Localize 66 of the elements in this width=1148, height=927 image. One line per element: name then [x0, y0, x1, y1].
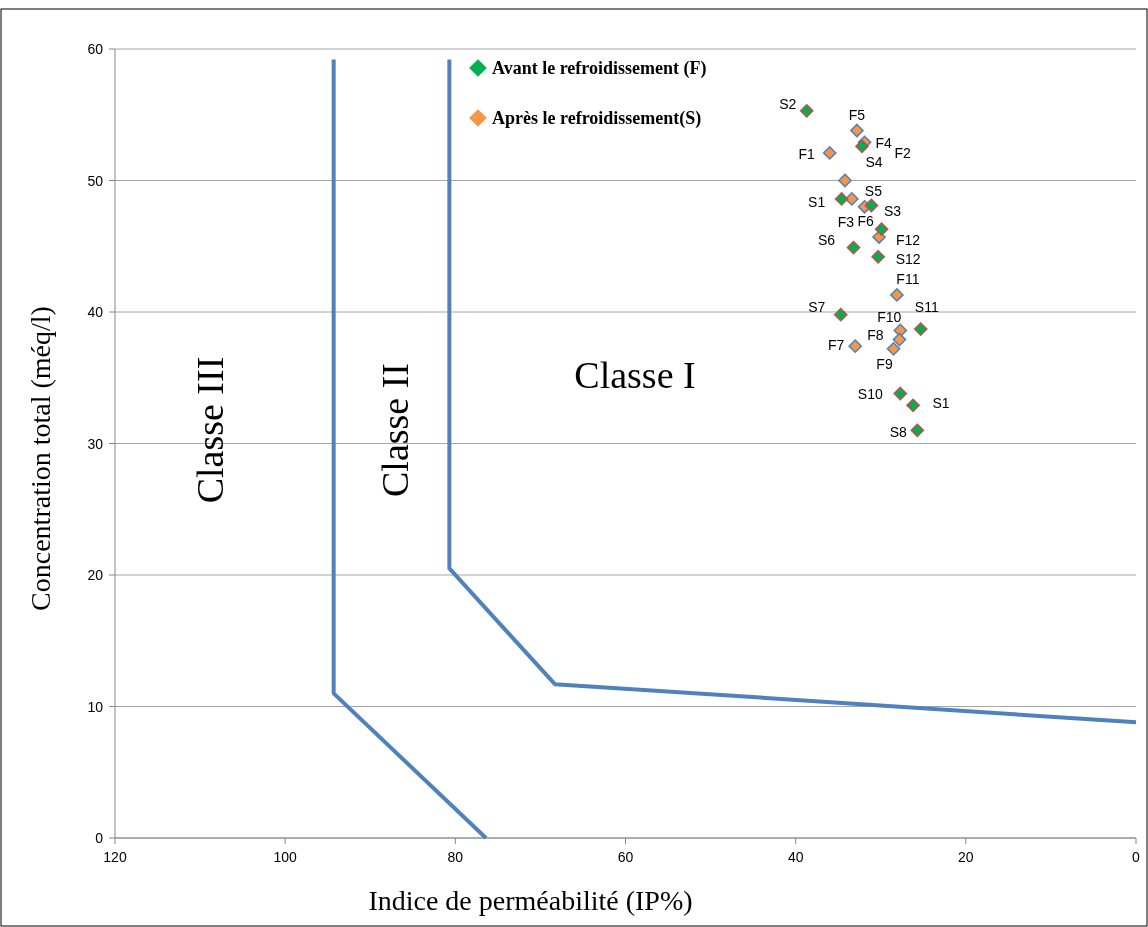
annotation: S5 — [864, 183, 883, 200]
point — [822, 146, 837, 160]
point — [855, 139, 869, 154]
x-axis-title: Indice de perméabilité (IP%) — [368, 885, 693, 916]
annotation: S4 — [865, 154, 883, 171]
annotation: S3 — [884, 203, 902, 220]
point — [833, 307, 848, 322]
annotation: S1 — [808, 193, 826, 210]
point — [890, 288, 904, 302]
point — [886, 341, 901, 356]
annotation: F8 — [867, 326, 884, 343]
point — [910, 423, 925, 438]
y-tick-label: 60 — [87, 41, 104, 57]
annotation: F5 — [848, 106, 866, 123]
point — [874, 222, 889, 237]
annotation: S6 — [817, 231, 836, 248]
annotation: F4 — [875, 135, 892, 152]
point — [893, 386, 908, 401]
point — [838, 173, 852, 188]
annotation: F1 — [798, 145, 816, 162]
point — [850, 123, 864, 138]
point — [871, 249, 886, 264]
annotation: F10 — [877, 309, 902, 326]
annotation: F12 — [895, 232, 921, 249]
x-tick-label: 40 — [787, 849, 804, 865]
y-tick-label: 40 — [87, 304, 104, 320]
point — [892, 332, 907, 347]
y-tick-label: 0 — [95, 830, 104, 846]
point — [799, 103, 814, 118]
annotation: S2 — [779, 95, 797, 112]
y-tick-label: 20 — [87, 567, 104, 583]
point — [848, 339, 863, 354]
x-tick-label: 80 — [447, 849, 464, 865]
legend-label: Avant le refroidissement (F) — [492, 58, 707, 79]
annotation: Classe I — [574, 354, 696, 396]
legend-label: Après le refroidissement(S) — [492, 108, 702, 129]
annotation: S10 — [857, 385, 883, 402]
y-tick-label: 30 — [87, 435, 104, 452]
annotation: F7 — [828, 337, 845, 354]
x-tick-label: 100 — [273, 849, 298, 865]
annotation: F3 — [837, 213, 855, 230]
annotation: S8 — [889, 424, 908, 441]
annotation: F2 — [894, 145, 911, 162]
y-tick-label: 10 — [87, 698, 104, 715]
y-axis-title: Concentration total (méq/l) — [25, 306, 56, 611]
x-tick-label: 120 — [103, 849, 127, 865]
point — [834, 192, 849, 206]
point — [913, 322, 928, 336]
annotation: S11 — [914, 299, 939, 316]
point — [844, 192, 859, 206]
point — [846, 240, 861, 255]
x-tick-label: 60 — [617, 849, 634, 865]
annotation: F9 — [876, 355, 893, 372]
y-tick-label: 50 — [87, 172, 104, 189]
annotation: S1 — [932, 395, 950, 412]
annotation: S7 — [808, 298, 826, 315]
x-tick-label: 20 — [958, 849, 974, 865]
annotation: Classe III — [189, 356, 231, 504]
annotation: F11 — [896, 270, 920, 287]
annotation: S12 — [895, 250, 921, 267]
annotation: Classe II — [374, 362, 416, 498]
annotation: F6 — [857, 212, 874, 229]
line-series — [447, 57, 1138, 725]
point — [906, 398, 920, 413]
point — [864, 198, 879, 213]
x-tick-label: 0 — [1132, 849, 1141, 865]
